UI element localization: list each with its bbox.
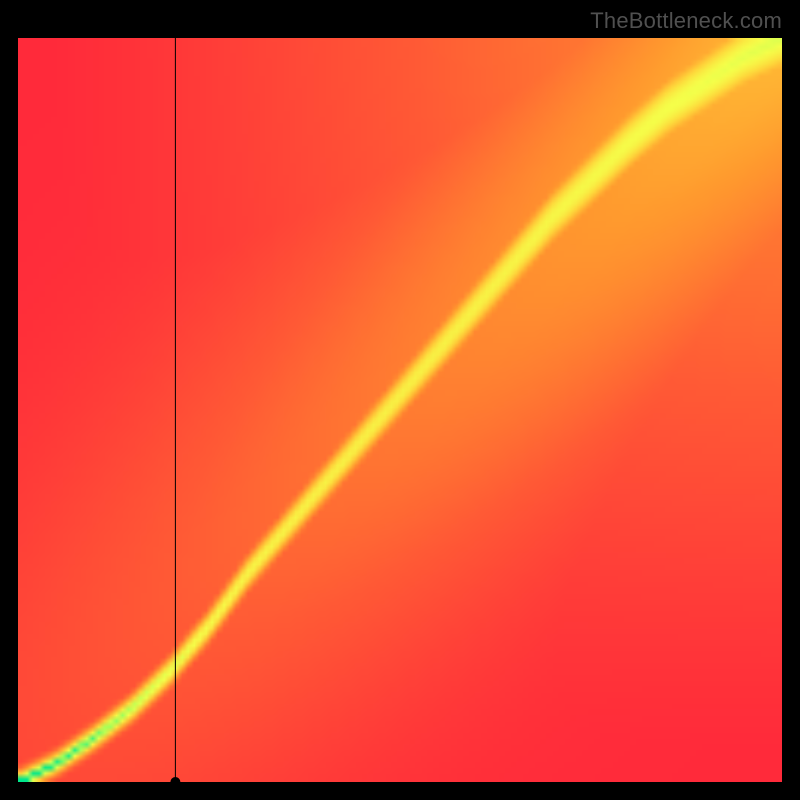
image-container: TheBottleneck.com bbox=[0, 0, 800, 800]
heatmap-canvas bbox=[18, 38, 782, 782]
heatmap-plot bbox=[18, 38, 782, 782]
watermark-text: TheBottleneck.com bbox=[590, 8, 782, 34]
